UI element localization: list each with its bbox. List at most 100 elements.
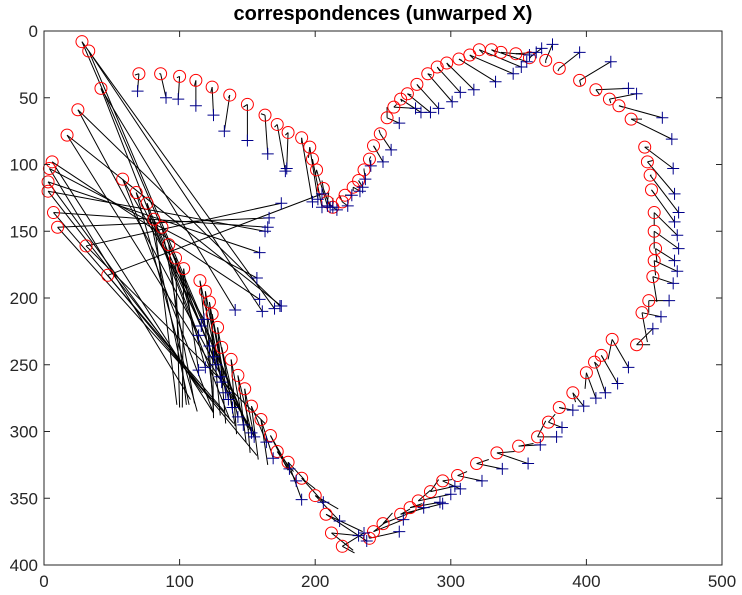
correspondence-line [609,93,637,100]
circle-marker [94,81,108,95]
correspondence-line [107,274,258,456]
plus-marker [275,197,288,210]
circle-marker [79,239,93,253]
correspondence-line [251,405,267,443]
circle-marker [588,355,602,369]
plus-marker [364,159,377,172]
correspondence-line [181,268,185,408]
correspondence-line [416,84,439,109]
correspondence-line [594,361,606,393]
plus-marker [226,401,239,414]
x-tick-label: 0 [39,572,48,591]
circle-marker [647,206,661,220]
plus-marker [393,117,406,130]
correspondence-line [81,41,275,309]
circle-marker [380,111,394,125]
correspondence-line [153,219,178,405]
circle-marker [281,125,295,139]
correspondence-line [386,117,400,124]
correspondence-line [618,105,663,119]
correspondence-line [243,104,248,108]
y-tick-label: 50 [19,89,38,108]
correspondence-line [457,471,468,477]
circle-marker [244,399,258,413]
circle-marker [367,525,381,539]
correspondence-line [572,392,577,403]
plus-marker [241,134,254,147]
correspondence-line [146,203,190,405]
plus-marker [260,436,273,449]
circle-marker [394,92,408,106]
circle-marker [512,439,526,453]
correspondence-line [653,260,657,276]
y-tick-label: 350 [10,489,38,508]
plus-marker [507,67,520,80]
plus-marker [245,426,258,439]
circle-marker [484,43,498,57]
correspondence-line [636,328,654,346]
correspondence-line [537,420,547,438]
circle-marker [75,35,89,49]
correspondence-line [651,189,675,223]
plus-marker [253,246,266,259]
x-tick-label: 400 [572,572,600,591]
chart-title: correspondences (unwarped X) [234,3,533,25]
circle-marker [430,60,444,74]
circle-marker [367,139,381,153]
correspondence-line [417,489,431,502]
plus-marker [668,187,681,200]
plus-marker [280,162,293,175]
circle-marker [643,168,657,182]
plus-marker [672,206,685,219]
correspondence-line [652,276,674,284]
correspondence-line [496,452,529,465]
plus-marker [496,462,509,475]
plus-marker [352,529,365,542]
correspondence-line [325,513,363,533]
plus-marker [275,300,288,313]
circle-marker [60,128,74,142]
correspondence-line [585,372,597,399]
circle-marker [647,254,661,268]
correspondence-line [579,80,582,86]
correspondence-line [47,181,204,394]
circle-marker [644,183,658,197]
correspondence-line [368,156,372,160]
circle-marker [238,382,252,396]
plus-marker [268,302,281,315]
y-tick-label: 250 [10,356,38,375]
circle-marker [169,251,183,265]
circle-marker [335,195,349,209]
plus-markers [131,38,685,547]
plus-marker [207,109,220,122]
plus-marker [215,376,228,389]
circle-marker [223,88,237,102]
plus-marker [417,501,430,514]
circle-marker [579,366,593,380]
circle-marker [410,77,424,91]
circle-marker [394,507,408,521]
circle-marker [205,80,219,94]
plus-marker [377,155,389,168]
plus-marker [189,99,202,112]
correspondence-line [321,180,324,189]
circle-marker [612,99,626,113]
x-tick-label: 100 [165,572,193,591]
circle-marker [640,155,654,169]
plus-marker [667,162,680,175]
circle-marker [308,489,322,503]
plus-marker [214,370,227,383]
correspondence-line [309,147,319,200]
plus-marker [385,143,398,156]
correspondence-line [208,301,227,393]
correspondence-line [430,479,440,492]
correspondence-line [641,312,648,343]
correspondence-line [153,219,210,347]
y-tick-label: 400 [10,556,38,575]
circle-marker [240,97,254,111]
plus-marker [433,496,446,509]
plus-marker [444,488,457,501]
y-tick-label: 150 [10,222,38,241]
plus-marker [306,195,319,208]
